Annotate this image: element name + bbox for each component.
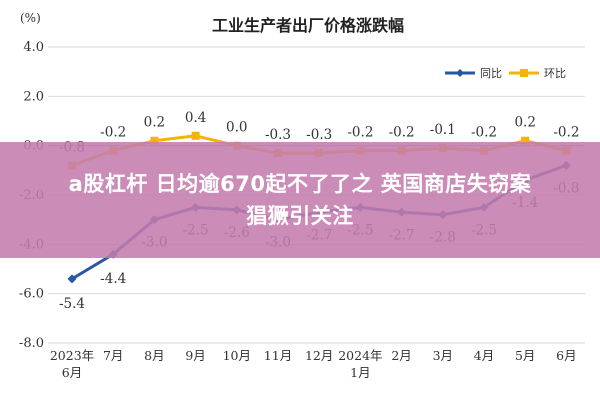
x-tick-label: 2024年 [338, 348, 382, 363]
mom-data-label: -0.2 [100, 125, 126, 141]
y-tick-label: 2.0 [23, 89, 44, 104]
x-tick-label: 1月 [350, 365, 370, 380]
x-tick-label: 6月 [62, 365, 82, 380]
legend-yoy-marker [456, 69, 464, 77]
mom-data-label: -0.2 [471, 125, 497, 141]
x-tick-label: 2023年 [50, 348, 94, 363]
x-tick-label: 11月 [264, 348, 292, 363]
legend-mom-marker [520, 69, 528, 77]
mom-data-label: -0.2 [389, 125, 415, 141]
x-tick-label: 2月 [391, 348, 411, 363]
x-tick-label: 12月 [305, 348, 333, 363]
mom-data-label: -0.2 [347, 125, 373, 141]
mom-point [191, 131, 200, 140]
x-tick-label: 8月 [144, 348, 164, 363]
mom-point [521, 136, 530, 145]
yoy-data-label: -4.4 [100, 271, 126, 287]
y-tick-label: -6.0 [19, 287, 44, 302]
x-tick-label: 5月 [515, 348, 535, 363]
overlay-text-line-2: 猖獗引关注 [246, 204, 354, 228]
y-tick-label: 4.0 [23, 40, 44, 55]
y-tick-label: -8.0 [19, 336, 44, 351]
legend-mom-label: 环比 [544, 67, 566, 80]
mom-data-label: -0.2 [553, 125, 579, 141]
mom-data-label: 0.2 [144, 115, 165, 131]
mom-data-label: 0.0 [226, 120, 247, 136]
x-tick-label: 4月 [474, 348, 494, 363]
x-tick-label: 9月 [185, 348, 205, 363]
chart-title: 工业生产者出厂价格涨跌幅 [212, 16, 404, 35]
overlay-banner[interactable]: a股杠杆 日均逾670起不了了之 英国商店失窃案 猖獗引关注 [0, 142, 600, 258]
y-unit-label: (%) [20, 11, 41, 25]
mom-data-label: 0.2 [514, 115, 535, 131]
mom-data-label: -0.3 [265, 127, 291, 143]
mom-data-label: -0.1 [430, 122, 456, 138]
mom-point [150, 136, 159, 145]
x-tick-label: 3月 [433, 348, 453, 363]
legend-yoy-label: 同比 [480, 67, 502, 80]
x-tick-label: 10月 [223, 348, 251, 363]
x-tick-label: 7月 [103, 348, 123, 363]
yoy-data-label: -5.4 [59, 296, 85, 312]
mom-data-label: 0.4 [185, 110, 206, 126]
overlay-text-line-1: a股杠杆 日均逾670起不了了之 英国商店失窃案 [68, 172, 532, 196]
mom-data-label: -0.3 [306, 127, 332, 143]
x-tick-label: 6月 [556, 348, 576, 363]
yoy-point [67, 274, 77, 284]
